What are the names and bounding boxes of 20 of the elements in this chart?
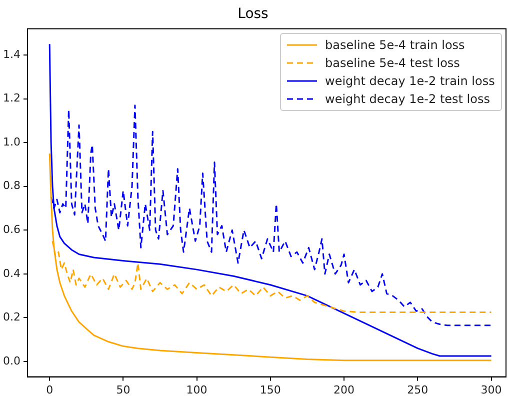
x-tick-label: 250	[407, 383, 428, 396]
legend-label: baseline 5e-4 test loss	[325, 56, 460, 70]
chart-title: Loss	[238, 6, 268, 22]
x-tick-label: 50	[116, 383, 130, 396]
x-tick-label: 100	[186, 383, 208, 396]
y-tick-label: 0.2	[2, 310, 20, 324]
x-tick-label: 200	[334, 383, 355, 396]
legend-label: baseline 5e-4 train loss	[325, 38, 465, 52]
x-tick-label: 0	[46, 383, 54, 396]
legend-label: weight decay 1e-2 test loss	[325, 92, 490, 106]
legend-label: weight decay 1e-2 train loss	[325, 74, 495, 88]
y-tick-label: 1.0	[2, 135, 20, 148]
y-tick-label: 1.4	[2, 48, 20, 61]
y-tick-label: 0.8	[2, 179, 20, 192]
y-tick-label: 1.2	[2, 92, 20, 105]
y-tick-label: 0.0	[2, 354, 20, 368]
x-tick-label: 300	[480, 383, 502, 396]
x-tick-label: 150	[260, 383, 281, 396]
y-tick-label: 0.6	[2, 223, 20, 236]
y-tick-label: 0.4	[2, 266, 20, 280]
